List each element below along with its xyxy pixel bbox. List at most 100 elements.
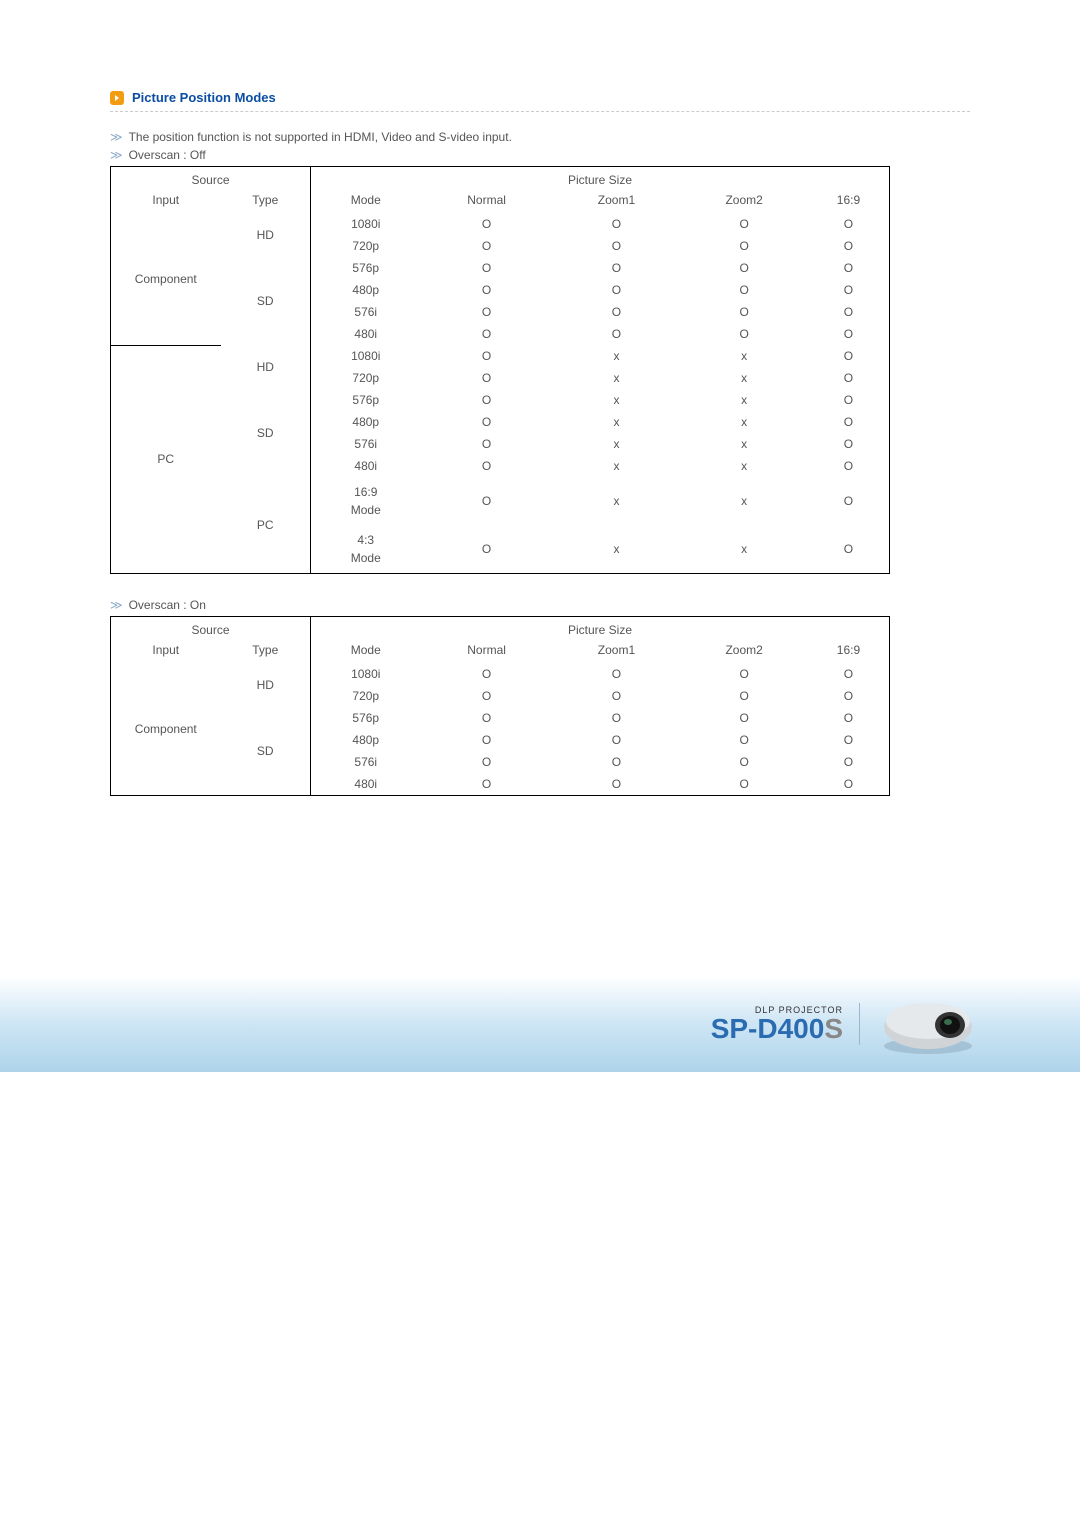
- cell-value: x: [680, 433, 808, 455]
- cell-value: x: [680, 367, 808, 389]
- table-row: SD576pOOOO: [111, 707, 890, 729]
- cell-value: O: [680, 685, 808, 707]
- cell-value: O: [421, 525, 553, 574]
- cell-value: O: [680, 773, 808, 796]
- header-169: 16:9: [808, 639, 890, 663]
- cell-value: O: [421, 455, 553, 477]
- cell-type: PC: [221, 477, 311, 574]
- table-row: ComponentHD1080iOOOO: [111, 663, 890, 685]
- header-source: Source: [111, 167, 311, 190]
- cell-value: x: [553, 477, 681, 525]
- header-picture-size: Picture Size: [311, 617, 890, 640]
- overscan-on-label: Overscan : On: [129, 598, 206, 612]
- cell-mode: 576p: [311, 707, 421, 729]
- cell-value: O: [421, 685, 553, 707]
- modes-table: SourcePicture SizeInputTypeModeNormalZoo…: [110, 616, 890, 796]
- cell-mode: 4:3Mode: [311, 525, 421, 574]
- cell-mode: 1080i: [311, 663, 421, 685]
- header-picture-size: Picture Size: [311, 167, 890, 190]
- cell-value: O: [553, 257, 681, 279]
- note-text: The position function is not supported i…: [129, 130, 512, 144]
- cell-value: x: [680, 525, 808, 574]
- cell-value: x: [680, 389, 808, 411]
- model-main: SP-D400: [711, 1013, 825, 1044]
- cell-mode: 480i: [311, 773, 421, 796]
- cell-value: O: [808, 685, 890, 707]
- cell-value: O: [421, 257, 553, 279]
- cell-value: O: [553, 301, 681, 323]
- header-type: Type: [221, 639, 311, 663]
- cell-value: O: [808, 279, 890, 301]
- cell-value: O: [808, 663, 890, 685]
- cell-value: O: [421, 751, 553, 773]
- cell-type: HD: [221, 663, 311, 707]
- cell-value: O: [808, 707, 890, 729]
- header-mode: Mode: [311, 189, 421, 213]
- cell-value: O: [421, 345, 553, 367]
- header-zoom2: Zoom2: [680, 639, 808, 663]
- cell-mode: 1080i: [311, 345, 421, 367]
- cell-mode: 1080i: [311, 213, 421, 235]
- header-input: Input: [111, 189, 221, 213]
- cell-value: O: [421, 367, 553, 389]
- table-row: PC16:9ModeOxxO: [111, 477, 890, 525]
- cell-value: O: [421, 389, 553, 411]
- cell-value: O: [553, 235, 681, 257]
- cell-value: O: [808, 525, 890, 574]
- cell-value: O: [808, 751, 890, 773]
- cell-value: O: [680, 279, 808, 301]
- table-off-container: SourcePicture SizeInputTypeModeNormalZoo…: [110, 166, 970, 574]
- cell-value: O: [808, 345, 890, 367]
- header-mode: Mode: [311, 639, 421, 663]
- cell-input: PC: [111, 345, 221, 574]
- cell-value: O: [808, 389, 890, 411]
- cell-value: O: [421, 213, 553, 235]
- cell-value: O: [421, 323, 553, 345]
- cell-value: O: [421, 433, 553, 455]
- cell-mode: 480i: [311, 323, 421, 345]
- table-on-container: SourcePicture SizeInputTypeModeNormalZoo…: [110, 616, 970, 796]
- cell-value: O: [808, 477, 890, 525]
- cell-value: O: [808, 301, 890, 323]
- table-row: ComponentHD1080iOOOO: [111, 213, 890, 235]
- cell-value: O: [680, 323, 808, 345]
- cell-mode: 16:9Mode: [311, 477, 421, 525]
- model-suffix: S: [824, 1013, 843, 1044]
- cell-value: x: [680, 345, 808, 367]
- cell-mode: 480p: [311, 411, 421, 433]
- cell-value: O: [421, 477, 553, 525]
- cell-type: SD: [221, 389, 311, 477]
- cell-value: O: [421, 235, 553, 257]
- cell-value: x: [680, 477, 808, 525]
- section-header: Picture Position Modes: [110, 90, 970, 112]
- cell-input: Component: [111, 663, 221, 796]
- cell-value: O: [808, 455, 890, 477]
- cell-mode: 480p: [311, 279, 421, 301]
- cell-value: x: [553, 525, 681, 574]
- cell-value: O: [553, 323, 681, 345]
- cell-value: O: [553, 685, 681, 707]
- cell-value: x: [680, 411, 808, 433]
- header-zoom1: Zoom1: [553, 639, 681, 663]
- header-zoom1: Zoom1: [553, 189, 681, 213]
- cell-value: O: [553, 213, 681, 235]
- cell-value: O: [421, 301, 553, 323]
- cell-value: O: [421, 707, 553, 729]
- product-block: DLP PROJECTOR SP-D400S: [711, 991, 980, 1057]
- cell-value: O: [680, 235, 808, 257]
- note-marker-icon: ≫: [110, 130, 123, 144]
- table-row: SD576pOxxO: [111, 389, 890, 411]
- projector-image: [876, 991, 980, 1057]
- cell-value: O: [808, 411, 890, 433]
- overscan-off-label-line: ≫ Overscan : Off: [110, 148, 970, 162]
- cell-value: O: [553, 663, 681, 685]
- cell-mode: 576p: [311, 257, 421, 279]
- cell-value: O: [421, 773, 553, 796]
- cell-input: Component: [111, 213, 221, 345]
- header-type: Type: [221, 189, 311, 213]
- section-title: Picture Position Modes: [132, 90, 276, 105]
- cell-value: O: [680, 707, 808, 729]
- cell-type: SD: [221, 707, 311, 796]
- cell-value: O: [808, 213, 890, 235]
- cell-value: O: [421, 663, 553, 685]
